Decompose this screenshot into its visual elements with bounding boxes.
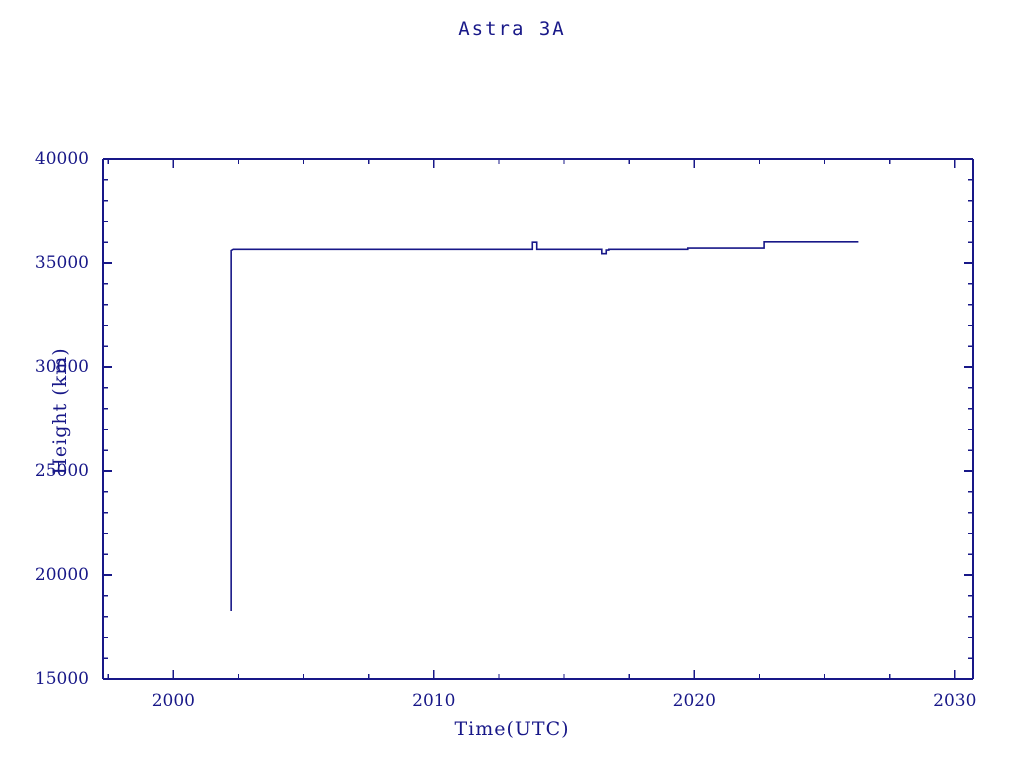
chart-title: Astra 3A [458,18,566,40]
data-series [230,240,859,611]
y-tick-label: 30000 [34,357,89,377]
x-tick-label: 2000 [151,691,195,711]
y-tick-label: 20000 [34,565,89,585]
y-tick-label: 15000 [34,669,89,689]
y-tick-label: 35000 [34,253,89,273]
axes-frame [102,158,974,680]
axis-ticks [103,158,973,680]
x-tick-label: 2020 [672,691,716,711]
series-line-0 [230,240,859,611]
x-axis-label: Time(UTC) [454,718,570,740]
x-tick-label: 2010 [412,691,456,711]
y-tick-label: 25000 [34,461,89,481]
y-tick-label: 40000 [34,149,89,169]
x-tick-label: 2030 [933,691,977,711]
